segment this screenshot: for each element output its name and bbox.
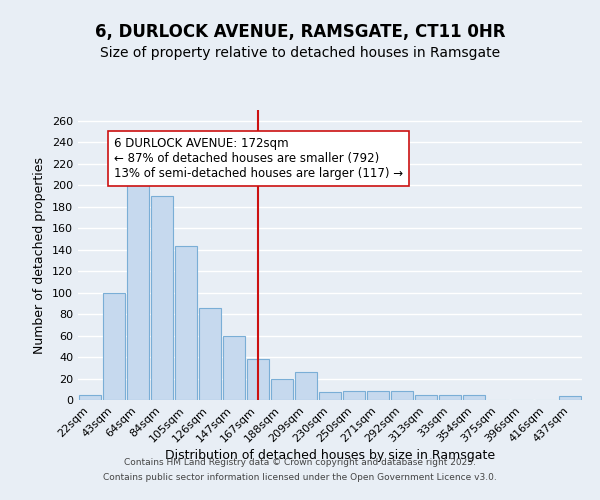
Bar xyxy=(463,394,485,400)
Bar xyxy=(439,394,461,400)
Bar xyxy=(559,396,581,400)
Bar xyxy=(79,394,101,400)
Bar xyxy=(127,180,149,400)
Bar xyxy=(271,378,293,400)
Text: Size of property relative to detached houses in Ramsgate: Size of property relative to detached ho… xyxy=(100,46,500,60)
Y-axis label: Number of detached properties: Number of detached properties xyxy=(34,156,46,354)
Bar xyxy=(151,196,173,400)
X-axis label: Distribution of detached houses by size in Ramsgate: Distribution of detached houses by size … xyxy=(165,450,495,462)
Bar xyxy=(343,392,365,400)
Text: Contains HM Land Registry data © Crown copyright and database right 2025.: Contains HM Land Registry data © Crown c… xyxy=(124,458,476,467)
Bar xyxy=(103,292,125,400)
Bar xyxy=(199,308,221,400)
Text: Contains public sector information licensed under the Open Government Licence v3: Contains public sector information licen… xyxy=(103,473,497,482)
Bar xyxy=(415,394,437,400)
Bar xyxy=(247,359,269,400)
Bar xyxy=(367,392,389,400)
Text: 6 DURLOCK AVENUE: 172sqm
← 87% of detached houses are smaller (792)
13% of semi-: 6 DURLOCK AVENUE: 172sqm ← 87% of detach… xyxy=(114,137,403,180)
Text: 6, DURLOCK AVENUE, RAMSGATE, CT11 0HR: 6, DURLOCK AVENUE, RAMSGATE, CT11 0HR xyxy=(95,24,505,42)
Bar xyxy=(319,392,341,400)
Bar xyxy=(295,372,317,400)
Bar xyxy=(175,246,197,400)
Bar xyxy=(391,392,413,400)
Bar xyxy=(223,336,245,400)
